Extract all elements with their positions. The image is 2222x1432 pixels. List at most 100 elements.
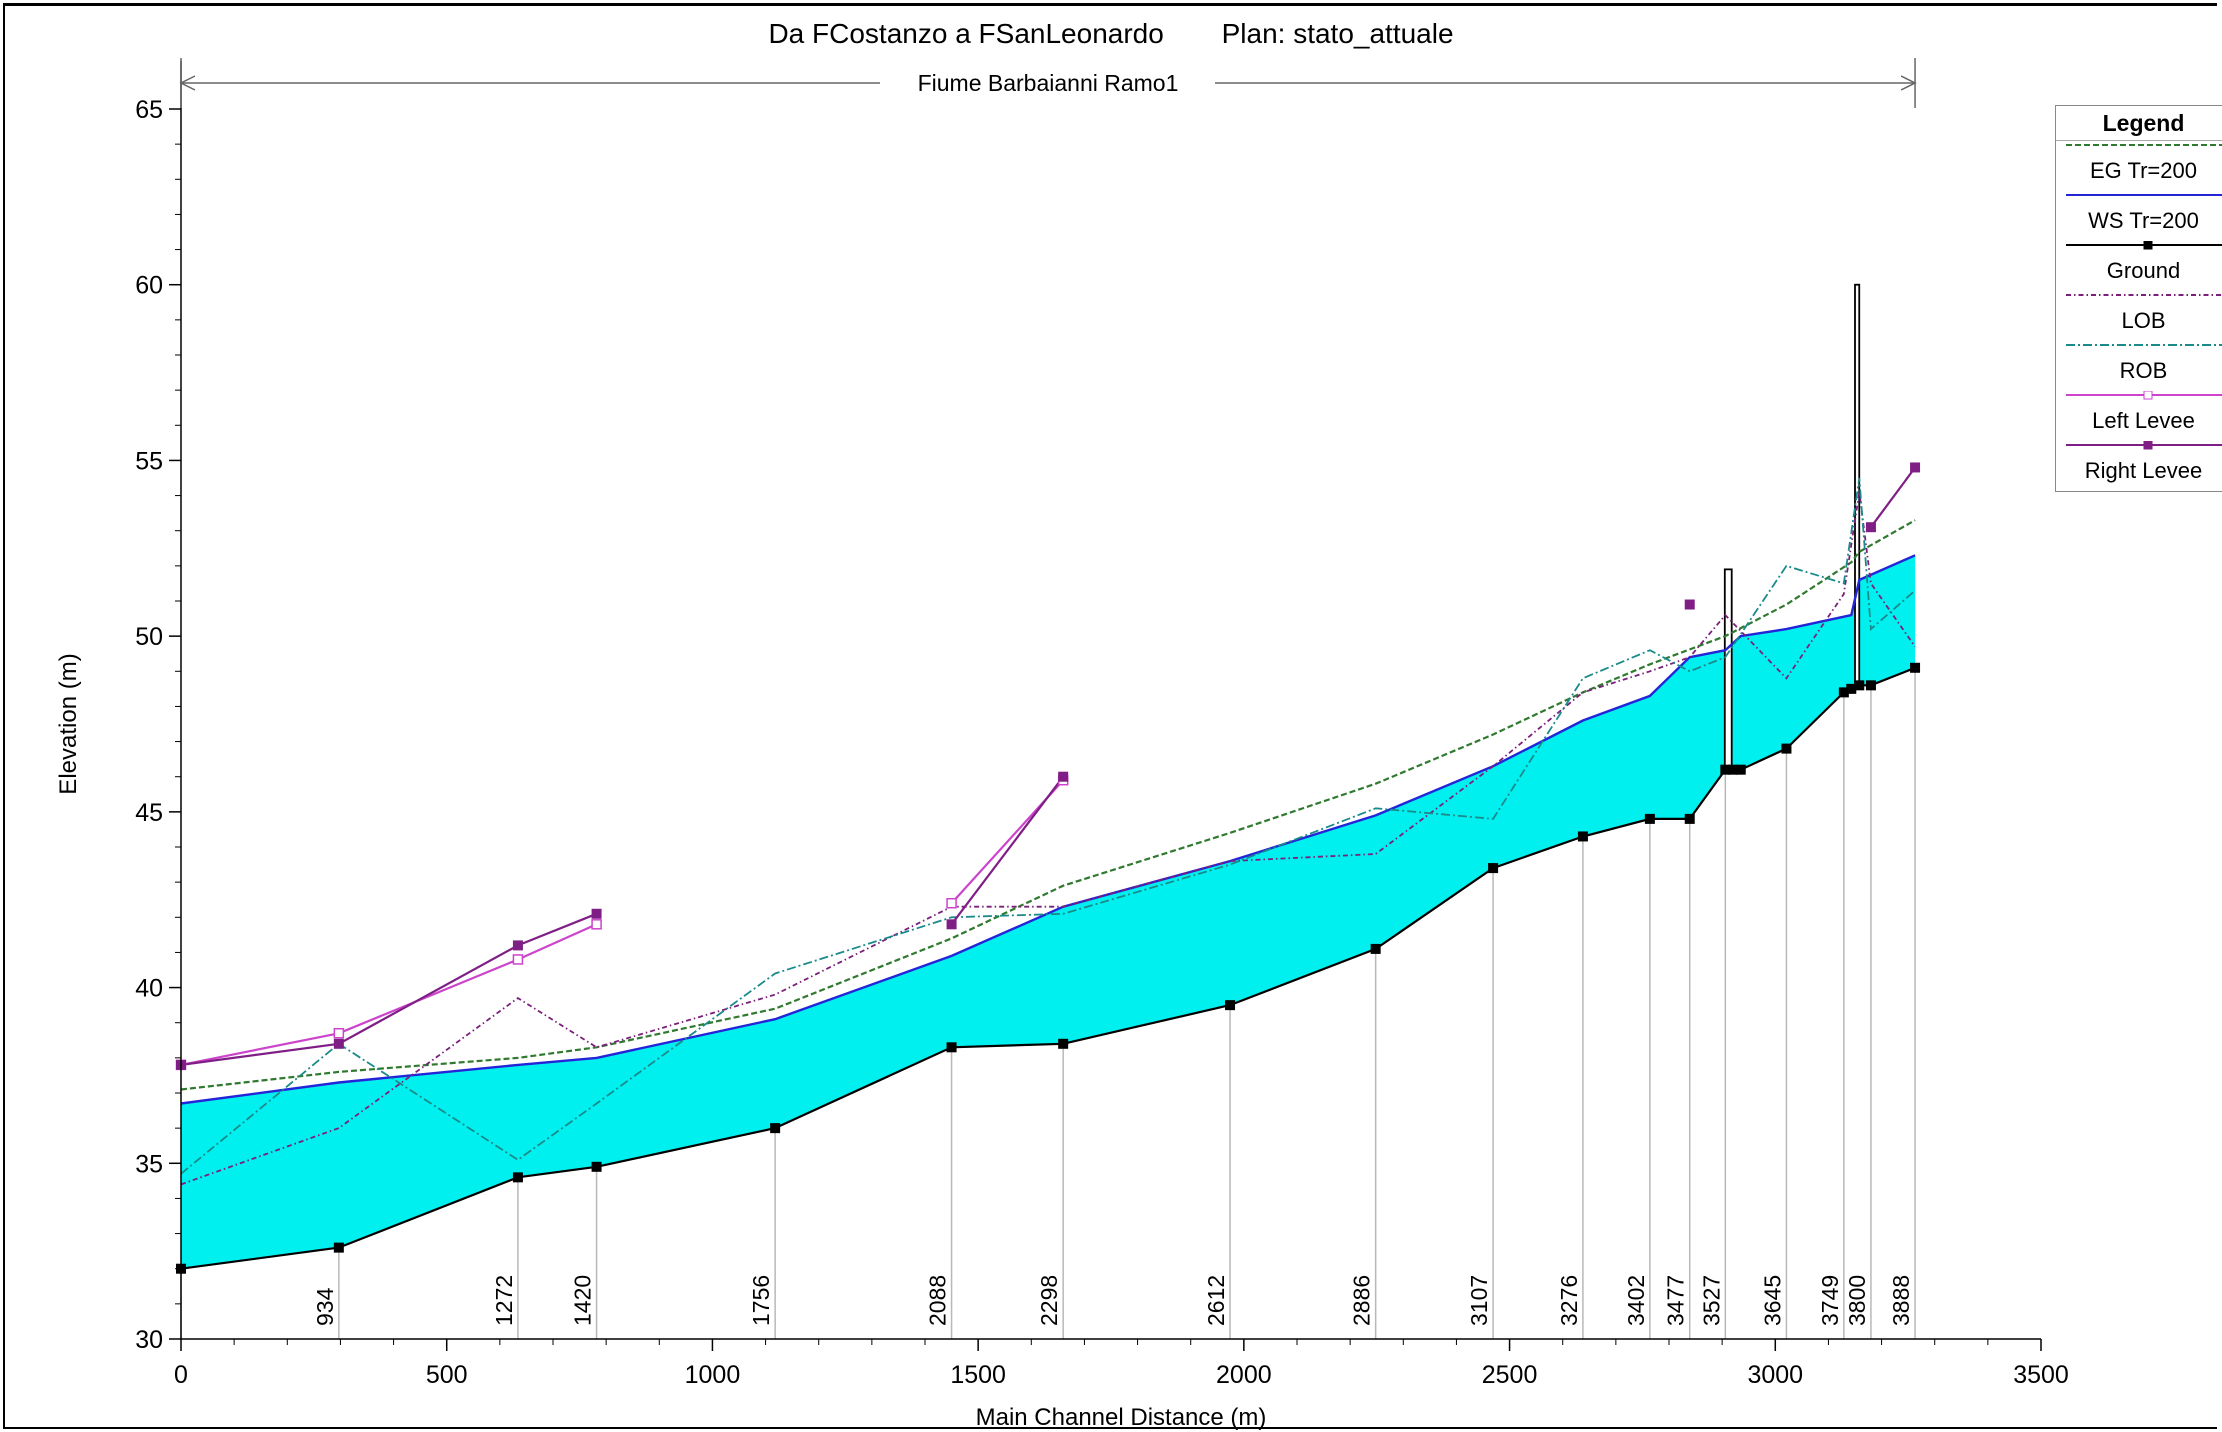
series-line-left-levee	[180, 923, 598, 1066]
left-levee-point	[512, 954, 524, 965]
right-levee-point	[946, 919, 957, 930]
reach-name: Fiume Barbaianni Ramo1	[918, 70, 1179, 96]
station-label: 2886	[1349, 1275, 1375, 1326]
legend-item: Right Levee	[2056, 441, 2222, 491]
left-levee-point	[333, 1028, 345, 1039]
x-tick-label: 500	[426, 1361, 468, 1389]
station-label: 3402	[1623, 1275, 1649, 1326]
ground-point	[1058, 1038, 1069, 1049]
legend-swatch	[2066, 294, 2222, 296]
ground-point	[512, 1172, 523, 1183]
y-tick-label: 50	[135, 623, 163, 651]
x-tick-label: 2000	[1216, 1361, 1272, 1389]
station-label: 934	[312, 1287, 338, 1326]
station-label: 3888	[1888, 1275, 1914, 1326]
ground-point	[1781, 743, 1792, 754]
structure-outline	[1723, 568, 1733, 771]
y-tick-label: 65	[135, 96, 163, 124]
left-levee-point	[591, 919, 602, 930]
ground-point	[333, 1242, 344, 1253]
ground-point	[1735, 764, 1746, 775]
right-levee-point	[1910, 462, 1921, 473]
legend-item-label: LOB	[2121, 308, 2166, 333]
ground-point	[1910, 662, 1921, 673]
station-label: 3107	[1466, 1275, 1492, 1326]
legend-swatch	[2066, 391, 2222, 400]
reach-arrowhead-right	[1900, 75, 1917, 91]
series-line-lob	[180, 491, 1916, 1186]
left-levee-point	[946, 897, 957, 909]
legend-item: WS Tr=200	[2056, 191, 2222, 241]
chart-title: Da FCostanzo a FSanLeonardo	[768, 18, 1164, 49]
x-tick-label: 1000	[685, 1361, 741, 1389]
ground-point	[1865, 680, 1876, 691]
legend: Legend EG Tr=200 WS Tr=200 Ground LOB ROB Lef…	[2055, 105, 2222, 492]
legend-swatch	[2066, 241, 2222, 250]
station-label: 1272	[491, 1275, 517, 1326]
station-label: 2298	[1036, 1275, 1062, 1326]
legend-item: EG Tr=200	[2056, 141, 2222, 191]
ground-point	[1370, 943, 1381, 954]
legend-swatch	[2066, 144, 2222, 146]
legend-item: ROB	[2056, 341, 2222, 391]
right-levee-point	[512, 940, 523, 951]
x-tick-label: 2500	[1482, 1361, 1538, 1389]
ground-point	[1684, 813, 1695, 824]
right-levee-point	[1865, 522, 1876, 533]
legend-swatch	[2066, 344, 2222, 346]
y-tick-label: 60	[135, 272, 163, 300]
series-line-right-levee	[950, 776, 1065, 925]
legend-item-label: Left Levee	[2092, 408, 2195, 433]
ground-point	[1577, 831, 1588, 842]
legend-item-label: WS Tr=200	[2088, 208, 2199, 233]
right-levee-point	[1684, 599, 1695, 610]
chart-title-row: Da FCostanzo a FSanLeonardo Plan: stato_…	[0, 18, 2222, 50]
ground-point	[946, 1042, 957, 1053]
ground-point	[1644, 813, 1655, 824]
water-area	[181, 555, 1916, 1269]
station-label: 3527	[1698, 1275, 1724, 1326]
legend-item-label: ROB	[2119, 358, 2168, 383]
ground-point	[1838, 687, 1849, 698]
legend-item: Left Levee	[2056, 391, 2222, 441]
y-axis-label: Elevation (m)	[55, 653, 82, 794]
legend-item-label: EG Tr=200	[2089, 158, 2197, 183]
reach-arrowhead-left	[179, 75, 196, 91]
series-line-right-levee	[180, 912, 598, 1066]
station-label: 3800	[1844, 1275, 1870, 1326]
legend-title: Legend	[2056, 106, 2222, 141]
station-label: 3749	[1817, 1275, 1843, 1326]
station-label: 3645	[1759, 1275, 1785, 1326]
legend-item-label: Ground	[2106, 258, 2181, 283]
legend-item: Ground	[2056, 241, 2222, 291]
series-line-right-levee	[1870, 466, 1916, 528]
station-label: 1420	[570, 1275, 596, 1326]
y-tick-label: 45	[135, 799, 163, 827]
ground-point	[591, 1161, 602, 1172]
right-levee-point	[591, 908, 602, 919]
ground-point	[1225, 1000, 1236, 1011]
ground-point	[1720, 764, 1731, 775]
x-tick-label: 3000	[1747, 1361, 1803, 1389]
ground-point	[1488, 863, 1499, 874]
x-axis-label: Main Channel Distance (m)	[976, 1404, 1267, 1431]
right-levee-point	[333, 1038, 344, 1049]
x-tick-label: 1500	[950, 1361, 1006, 1389]
x-tick-label: 0	[174, 1361, 188, 1389]
station-label: 2088	[925, 1275, 951, 1326]
station-label: 1756	[748, 1275, 774, 1326]
series-line-rob	[180, 477, 1916, 1175]
plan-name: Plan: stato_attuale	[1221, 18, 1454, 49]
y-tick-label: 35	[135, 1150, 163, 1178]
chart-frame	[3, 3, 2217, 1429]
ground-point	[1727, 764, 1738, 775]
station-label: 3477	[1663, 1275, 1689, 1326]
y-tick-label: 40	[135, 975, 163, 1003]
station-label: 3276	[1556, 1275, 1582, 1326]
y-tick-label: 30	[135, 1326, 163, 1354]
legend-swatch	[2066, 441, 2222, 450]
series-line-eg-tr-200	[180, 519, 1916, 1091]
legend-item-label: Right Levee	[2084, 458, 2203, 483]
x-tick-label: 3500	[2013, 1361, 2069, 1389]
